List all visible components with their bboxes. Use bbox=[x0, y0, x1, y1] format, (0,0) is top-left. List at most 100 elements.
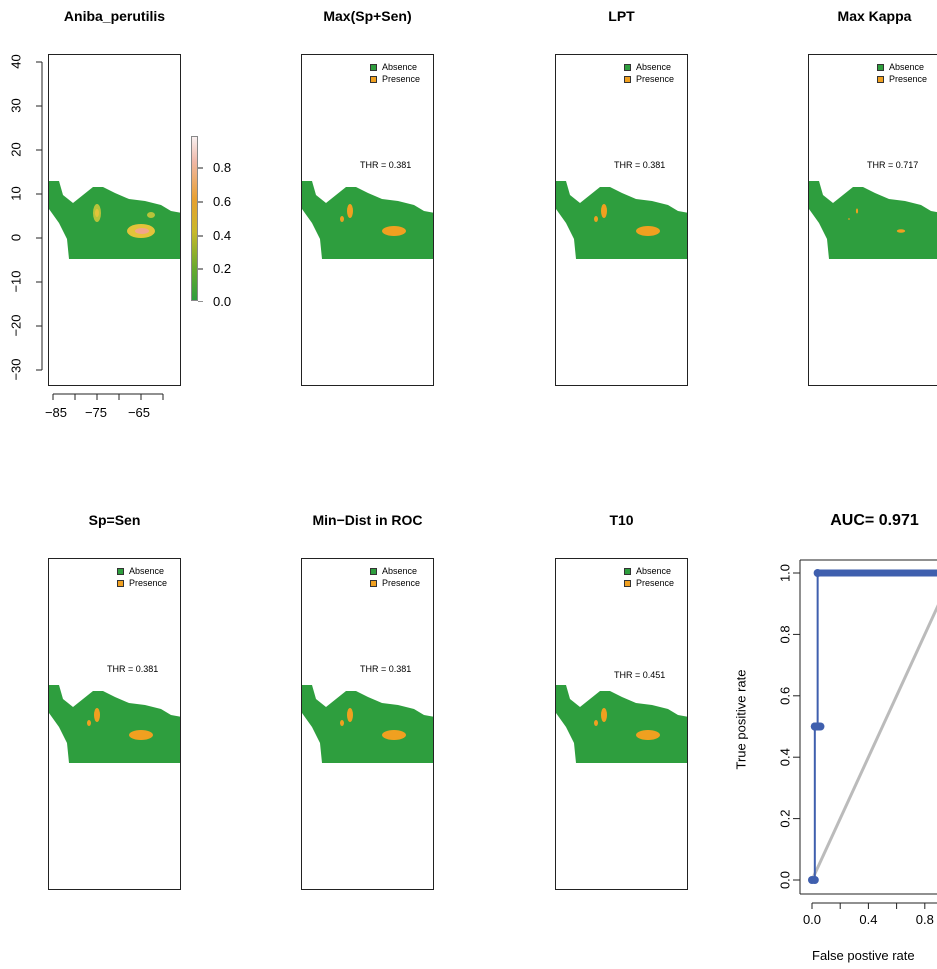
threshold-value: 0.381 bbox=[135, 664, 159, 674]
legend-swatch bbox=[370, 567, 377, 575]
presence-area bbox=[636, 730, 660, 740]
presence-area bbox=[848, 217, 850, 221]
roc-title: AUC= 0.971 bbox=[830, 512, 919, 529]
x-tick-label: −85 bbox=[44, 405, 68, 420]
legend-entry-absence: Absence bbox=[877, 61, 927, 73]
suitability-hotspot-north bbox=[147, 212, 155, 218]
threshold-label: THR = 0.381 bbox=[360, 664, 411, 674]
legend-entry-presence: Presence bbox=[624, 577, 674, 589]
map-legend: Absence Presence bbox=[117, 565, 167, 589]
presence-area bbox=[594, 216, 598, 222]
roc-y-tick-label: 0.4 bbox=[777, 748, 792, 766]
y-tick-label: 20 bbox=[8, 142, 24, 157]
threshold-map-frame: Absence Presence THR = 0.381 bbox=[555, 54, 688, 386]
legend-entry-absence: Absence bbox=[370, 61, 420, 73]
map-legend: Absence Presence bbox=[624, 565, 674, 589]
legend-swatch bbox=[877, 75, 884, 83]
map-legend: Absence Presence bbox=[624, 61, 674, 85]
suitability-x-axis bbox=[52, 393, 164, 400]
roc-chart: 0.0 0.2 0.4 0.6 0.8 1.0 0.0 0.4 0.8 bbox=[777, 559, 937, 927]
suitability-y-axis bbox=[36, 61, 43, 371]
binary-map bbox=[556, 181, 687, 259]
absence-area bbox=[302, 685, 433, 763]
roc-x-tick-label: 0.4 bbox=[859, 912, 877, 927]
presence-area bbox=[601, 204, 607, 218]
presence-area bbox=[94, 708, 100, 722]
colorbar-ticks bbox=[198, 167, 203, 302]
roc-y-axis-label: True positive rate bbox=[733, 669, 749, 770]
threshold-prefix: THR = bbox=[614, 670, 643, 680]
suitability-map-frame bbox=[48, 54, 181, 386]
x-tick-label: −65 bbox=[127, 405, 151, 420]
legend-label: Presence bbox=[129, 578, 168, 588]
map-legend: Absence Presence bbox=[877, 61, 927, 85]
y-tick-label: 10 bbox=[8, 186, 24, 201]
suitability-hotspot-west-core bbox=[95, 209, 99, 217]
absence-area bbox=[302, 181, 433, 259]
legend-label: Presence bbox=[382, 578, 421, 588]
colorbar-tick-label: 0.8 bbox=[213, 160, 232, 175]
legend-label: Presence bbox=[636, 74, 675, 84]
presence-area bbox=[382, 730, 406, 740]
threshold-map-frame: Absence Presence THR = 0.381 bbox=[48, 558, 181, 890]
presence-area bbox=[382, 226, 406, 236]
threshold-panel-title: Sp=Sen bbox=[88, 512, 141, 528]
presence-area bbox=[896, 229, 906, 233]
suitability-map-title: Aniba_perutilis bbox=[63, 8, 166, 24]
threshold-prefix: THR = bbox=[107, 664, 136, 674]
presence-area bbox=[87, 720, 91, 726]
land-mass bbox=[49, 181, 180, 259]
roc-point bbox=[810, 876, 819, 884]
absence-area bbox=[556, 685, 687, 763]
colorbar-tick-label: 0.0 bbox=[213, 294, 232, 309]
presence-area bbox=[340, 720, 344, 726]
legend-swatch bbox=[624, 63, 631, 71]
threshold-label: THR = 0.381 bbox=[614, 160, 665, 170]
binary-map bbox=[49, 685, 180, 763]
threshold-value: 0.451 bbox=[642, 670, 666, 680]
y-tick-label: 0 bbox=[8, 233, 24, 242]
y-tick-label: −20 bbox=[8, 314, 24, 337]
legend-label: Absence bbox=[636, 62, 672, 72]
legend-swatch bbox=[624, 75, 631, 83]
roc-y-tick-label: 0.0 bbox=[777, 871, 792, 889]
map-legend: Absence Presence bbox=[370, 565, 420, 589]
threshold-prefix: THR = bbox=[614, 160, 643, 170]
threshold-label: THR = 0.381 bbox=[360, 160, 411, 170]
roc-x-tick-label: 0.8 bbox=[916, 912, 934, 927]
map-legend: Absence Presence bbox=[370, 61, 420, 85]
suitability-hotspot-east-core bbox=[135, 228, 149, 234]
presence-area bbox=[340, 216, 344, 222]
legend-label: Absence bbox=[889, 62, 925, 72]
suitability-map bbox=[49, 181, 180, 259]
presence-area bbox=[601, 708, 607, 722]
legend-entry-presence: Presence bbox=[370, 577, 420, 589]
legend-swatch bbox=[117, 579, 124, 587]
legend-swatch bbox=[877, 63, 884, 71]
colorbar-tick-label: 0.4 bbox=[213, 228, 232, 243]
presence-area bbox=[129, 730, 153, 740]
threshold-prefix: THR = bbox=[360, 664, 389, 674]
roc-y-tick-label: 0.8 bbox=[777, 625, 792, 643]
legend-label: Presence bbox=[636, 578, 675, 588]
roc-diagonal-line bbox=[810, 604, 937, 881]
colorbar-tick-label: 0.2 bbox=[213, 261, 232, 276]
legend-label: Absence bbox=[636, 566, 672, 576]
legend-entry-absence: Absence bbox=[624, 565, 674, 577]
legend-swatch bbox=[117, 567, 124, 575]
threshold-prefix: THR = bbox=[867, 160, 896, 170]
absence-area bbox=[49, 685, 180, 763]
legend-entry-absence: Absence bbox=[624, 61, 674, 73]
legend-label: Absence bbox=[382, 566, 418, 576]
legend-swatch bbox=[624, 579, 631, 587]
legend-entry-presence: Presence bbox=[624, 73, 674, 85]
legend-label: Absence bbox=[129, 566, 165, 576]
threshold-value: 0.381 bbox=[388, 160, 412, 170]
roc-point bbox=[813, 569, 822, 577]
roc-y-tick-label: 1.0 bbox=[777, 564, 792, 582]
roc-x-tick-label: 0.0 bbox=[803, 912, 821, 927]
threshold-label: THR = 0.717 bbox=[867, 160, 918, 170]
legend-swatch bbox=[370, 63, 377, 71]
y-tick-label: −30 bbox=[8, 358, 24, 381]
threshold-panel-title: Max(Sp+Sen) bbox=[323, 8, 412, 24]
